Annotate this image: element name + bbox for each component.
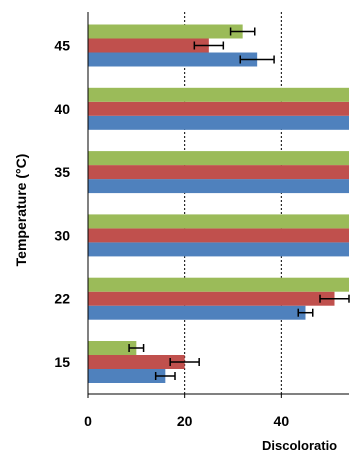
error-bar-15-s2 [128,344,145,352]
y-tick-labels: 15 22 30 35 40 45 [54,38,70,371]
bar-40-s1 [88,101,349,116]
bar-45-s1 [88,38,209,53]
bar-30-s0 [88,242,349,257]
error-bar-15-s0 [154,372,176,380]
error-bars [128,27,350,380]
x-tick-label-20: 20 [177,413,193,429]
bar-30-s1 [88,228,349,243]
y-axis-title: Temperature (°C) [13,154,29,267]
y-tick-label-15: 15 [54,354,70,370]
error-bar-22-s1 [319,294,350,303]
gridlines [184,12,282,394]
bar-15-s2 [88,341,137,355]
x-tick-labels: 0 20 40 [84,413,289,429]
error-bar-15-s1 [169,358,200,366]
bar-15-s0 [88,369,166,383]
bars [88,24,349,383]
bar-35-s2 [88,151,349,166]
bar-45-s2 [88,24,243,39]
error-bar-22-s0 [297,308,314,317]
axes [87,12,349,398]
y-tick-label-30: 30 [54,227,70,243]
x-tick-label-40: 40 [274,413,290,429]
bar-40-s2 [88,87,349,102]
bar-22-s2 [88,277,349,292]
bar-30-s2 [88,214,349,229]
bar-40-s0 [88,115,349,130]
x-tick-label-0: 0 [84,413,92,429]
y-tick-label-35: 35 [54,164,70,180]
bar-22-s0 [88,305,306,320]
error-bar-45-s1 [193,41,225,50]
x-axis-title: Discoloratio [262,438,337,453]
y-tick-label-22: 22 [54,291,70,307]
error-bar-45-s0 [239,55,275,64]
y-tick-label-40: 40 [54,101,70,117]
bar-35-s0 [88,179,349,194]
error-bar-45-s2 [229,27,256,36]
bar-22-s1 [88,291,335,306]
bar-35-s1 [88,165,349,180]
y-tick-label-45: 45 [54,38,70,54]
bar-15-s1 [88,355,185,369]
bar-45-s0 [88,52,258,67]
